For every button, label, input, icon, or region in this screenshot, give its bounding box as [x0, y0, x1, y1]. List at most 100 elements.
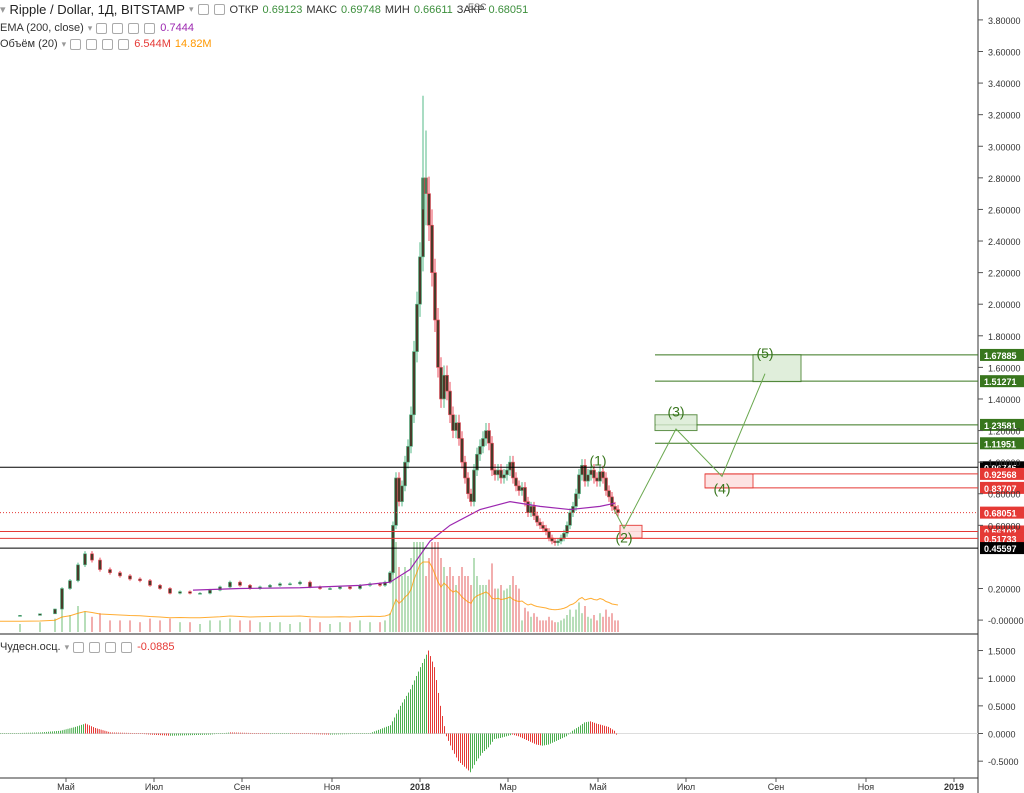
x-tick-label: Май	[57, 782, 75, 792]
ao-y-tick-label: 1.0000	[988, 674, 1016, 684]
ao-bar	[382, 728, 383, 734]
ao-bar	[154, 733, 155, 735]
ao-bar	[204, 733, 205, 735]
ao-bar	[424, 658, 425, 734]
ao-bar	[140, 733, 141, 735]
ao-bar	[134, 733, 135, 734]
ao-visibility-button[interactable]	[73, 641, 85, 653]
ao-bar	[44, 732, 45, 734]
ao-bar	[330, 733, 331, 735]
ao-bar	[430, 656, 431, 734]
ema-value: 0.7444	[160, 22, 194, 34]
candle-body	[514, 477, 518, 487]
ao-bar	[18, 733, 19, 734]
ao-bar	[400, 705, 401, 734]
ema-add-button[interactable]	[128, 22, 140, 34]
volume-add-button[interactable]	[102, 38, 114, 50]
level-tag	[980, 481, 1024, 494]
ao-bar	[8, 733, 9, 734]
volume-remove-button[interactable]	[118, 38, 130, 50]
y-tick-label: 1.80000	[988, 332, 1021, 342]
volume-bar	[19, 624, 21, 632]
ema-settings-button[interactable]	[112, 22, 124, 34]
volume-bar	[560, 620, 562, 632]
ao-y-tick-label: -0.5000	[988, 757, 1019, 767]
ao-bar	[58, 730, 59, 734]
ao-settings-button[interactable]	[89, 641, 101, 653]
candle-body	[90, 553, 94, 561]
visibility-button[interactable]	[197, 4, 209, 15]
candle-body	[391, 525, 395, 574]
ao-bar	[276, 733, 277, 735]
ema-legend: EMA (200, close) ▾ 0.7444	[0, 22, 194, 34]
ema-remove-button[interactable]	[144, 22, 156, 34]
ao-bar	[138, 733, 139, 735]
volume-bar	[611, 613, 613, 632]
volume-settings-button[interactable]	[86, 38, 98, 50]
ao-bar	[602, 725, 603, 734]
ao-bar	[596, 723, 597, 734]
volume-dropdown-icon[interactable]: ▾	[61, 38, 67, 49]
low-value: 0.66611	[413, 3, 453, 16]
candle-body	[475, 453, 479, 471]
ao-bar	[148, 733, 149, 735]
ao-bar	[418, 671, 419, 734]
y-tick-label: 3.00000	[988, 142, 1021, 152]
candle-body	[592, 469, 596, 479]
ema-dropdown-icon[interactable]: ▾	[87, 22, 93, 33]
candle-body	[76, 564, 80, 581]
settings-button[interactable]	[213, 4, 225, 15]
ao-bar	[404, 699, 405, 734]
candle-body	[148, 580, 152, 586]
ao-bar	[472, 733, 473, 769]
ao-bar	[61, 730, 63, 734]
ao-bar	[552, 733, 553, 743]
ao-bar	[174, 733, 175, 736]
candle-body	[238, 581, 242, 586]
ao-bar	[518, 733, 519, 737]
volume-bar	[467, 576, 469, 632]
level-tag	[980, 418, 1024, 431]
ao-bar	[240, 732, 241, 734]
ao-bar	[414, 680, 415, 734]
candle-body	[60, 588, 64, 610]
ao-bar	[210, 733, 211, 735]
ao-bar	[248, 732, 249, 734]
candle-body	[442, 374, 446, 400]
ao-add-button[interactable]	[105, 641, 117, 653]
candle-body	[298, 581, 302, 585]
ao-remove-button[interactable]	[121, 641, 133, 653]
ao-bar	[354, 733, 355, 735]
ao-bar	[156, 733, 157, 735]
ao-bar	[42, 732, 43, 734]
ao-legend: Чудесн.осц. ▾ -0.0885	[0, 641, 174, 653]
wave-label: (3)	[667, 403, 684, 419]
ao-bar	[498, 733, 499, 739]
volume-bar	[458, 576, 460, 632]
ao-bar	[91, 726, 92, 734]
ao-bar	[374, 731, 375, 734]
ao-dropdown-icon[interactable]: ▾	[64, 641, 70, 652]
volume-bar	[521, 620, 523, 632]
ema-visibility-button[interactable]	[96, 22, 108, 34]
ao-bar	[432, 661, 433, 734]
open-value: 0.69123	[262, 3, 303, 16]
y-tick-label: 1.40000	[988, 395, 1021, 405]
symbol-dropdown-icon[interactable]: ▾	[188, 4, 194, 14]
volume-visibility-button[interactable]	[70, 38, 82, 50]
ao-bar	[54, 731, 55, 734]
candle-body	[436, 319, 440, 368]
candle-body	[409, 414, 413, 447]
candle-body	[400, 485, 404, 502]
ao-bar	[93, 727, 94, 734]
candle-body	[481, 438, 485, 447]
ao-bar	[238, 732, 239, 734]
volume-bar	[392, 542, 394, 632]
ao-bar	[188, 733, 189, 736]
collapse-icon[interactable]: ▾	[0, 4, 6, 16]
ao-bar	[550, 733, 551, 744]
ao-bar	[142, 733, 143, 735]
volume-bar	[249, 620, 251, 632]
candle-body	[158, 585, 162, 589]
